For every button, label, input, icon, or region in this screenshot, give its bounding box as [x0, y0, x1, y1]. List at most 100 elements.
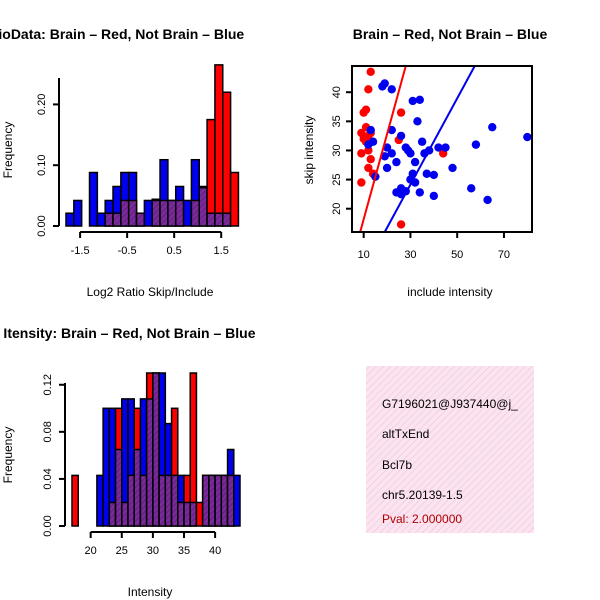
scatter-point-brain	[357, 178, 366, 187]
scatter-y-tick-label: 35	[331, 115, 343, 127]
ratio-hist-bar	[222, 91, 232, 227]
scatter-point-not-brain	[422, 169, 432, 178]
ratio-hist-overlap-bar	[167, 199, 177, 227]
intensity-hist-overlap-bar	[220, 474, 229, 527]
scatter-point-not-brain	[392, 157, 401, 167]
scatter-point-brain	[364, 146, 373, 155]
intensity-hist-overlap-bar	[170, 474, 179, 527]
info-pval: Pval: 2.000000	[382, 512, 462, 526]
scatter-point-not-brain	[396, 131, 406, 141]
ratio-hist-y-tick-label: 0.00	[36, 215, 48, 236]
intensity-hist-bar	[233, 474, 241, 527]
info-event-id: G7196021@J937440@j_	[382, 397, 518, 411]
ratio-hist-overlap-bar	[190, 199, 200, 227]
info-panel-background	[366, 366, 534, 533]
scatter-point-not-brain	[380, 152, 389, 161]
intensity-hist-overlap-bar	[189, 501, 198, 527]
intensity-hist-y-tick-label: 0.00	[42, 515, 54, 536]
ratio-hist-overlap-bar	[127, 199, 138, 227]
scatter-fit-line-not-brain	[383, 65, 476, 233]
scatter-point-not-brain	[406, 149, 415, 158]
scatter-point-not-brain	[417, 137, 427, 146]
scatter-y-tick-label: 40	[331, 86, 343, 98]
intensity-hist-bar	[195, 501, 204, 527]
scatter-y-tick-label: 20	[331, 203, 343, 215]
intensity-hist-overlap-bar	[108, 501, 117, 527]
scatter-x-tick-label: 30	[404, 249, 416, 261]
ratio-hist-y-tick-label: 0.20	[36, 94, 48, 115]
intensity-hist-bar	[96, 474, 104, 527]
scatter-point-not-brain	[415, 95, 424, 104]
ratio-hist-bar	[96, 212, 106, 227]
ratio-hist-bar	[88, 171, 99, 227]
scatter-point-not-brain	[448, 163, 457, 173]
ratio-hist-x-tick-label: -1.5	[71, 245, 90, 257]
intensity-hist-x-tick-label: 40	[209, 545, 221, 557]
ratio-hist-overlap-bar	[104, 212, 114, 227]
ratio-histogram-panel: RatioData: Brain – Red, Not Brain – Blue…	[0, 26, 244, 299]
intensity-hist-overlap-bar	[158, 474, 167, 527]
intensity-hist-overlap-bar	[177, 501, 185, 527]
intensity-hist-overlap-bar	[183, 501, 191, 527]
scatter-xlabel: include intensity	[407, 285, 492, 299]
scatter-point-not-brain	[408, 96, 417, 106]
ratio-hist-overlap-bar	[120, 199, 130, 227]
intensity-hist-bar	[71, 474, 79, 527]
intensity-hist-x-tick-label: 20	[85, 545, 97, 557]
scatter-point-not-brain	[387, 149, 396, 158]
scatter-point-brain	[364, 163, 373, 173]
scatter-point-not-brain	[387, 85, 396, 94]
intensity-hist-overlap-bar	[164, 474, 173, 527]
ratio-hist-bars	[65, 64, 240, 227]
ratio-hist-overlap-bar	[174, 199, 185, 227]
scatter-point-not-brain	[410, 157, 420, 167]
ratio-hist-overlap-bar	[151, 199, 161, 227]
intensity-hist-overlap-bar	[127, 474, 135, 527]
ratio-hist-overlap-bar	[112, 212, 122, 227]
scatter-point-not-brain	[413, 117, 422, 126]
intensity-hist-overlap-bar	[121, 501, 129, 527]
ratio-hist-bar	[206, 118, 216, 227]
ratio-hist-bar	[143, 199, 153, 227]
scatter-point-brain	[357, 149, 366, 158]
ratio-hist-xlabel: Log2 Ratio Skip/Include	[87, 285, 214, 299]
intensity-hist-bar	[102, 407, 111, 527]
scatter-point-brain	[366, 67, 375, 77]
intensity-hist-axes: 20 25 30 35 40 0.00 0.04 0.08 0.12	[42, 374, 221, 557]
scatter-panel: Brain – Red, Not Brain – Blue 10 30 50 70 20…	[302, 26, 547, 299]
scatter-x-tick-label: 50	[451, 249, 463, 261]
intensity-hist-overlap-bar	[208, 474, 216, 527]
info-location: chr5.20139-1.5	[382, 488, 463, 502]
scatter-point-not-brain	[382, 163, 392, 173]
ratio-hist-x-tick-label: -0.5	[118, 245, 137, 257]
ratio-hist-overlap-bar	[135, 212, 146, 227]
intensity-hist-y-tick-label: 0.08	[42, 421, 54, 442]
scatter-y-tick-label: 30	[331, 144, 343, 156]
scatter-point-not-brain	[429, 191, 439, 201]
ratio-hist-bar	[229, 171, 240, 227]
scatter-point-brain	[361, 105, 371, 114]
intensity-histogram-panel: Gene Itensity: Brain – Red, Not Brain – …	[0, 325, 256, 599]
scatter-point-not-brain	[467, 184, 476, 193]
scatter-frame	[351, 65, 533, 233]
ratio-hist-ylabel: Frequency	[1, 122, 15, 179]
intensity-hist-overlap-bar	[152, 372, 160, 527]
scatter-y-tick-label: 25	[331, 173, 343, 185]
intensity-hist-overlap-bar	[133, 448, 142, 527]
ratio-hist-title: RatioData: Brain – Red, Not Brain – Blue	[0, 26, 244, 42]
scatter-axes: 10 30 50 70 20 25 30 35 40	[331, 86, 510, 261]
scatter-point-not-brain	[523, 132, 532, 142]
ratio-hist-x-tick-label: 1.5	[214, 245, 229, 257]
scatter-point-not-brain	[429, 170, 439, 180]
intensity-hist-overlap-bar	[226, 474, 235, 527]
scatter-point-not-brain	[488, 122, 497, 132]
ratio-hist-bar	[182, 199, 193, 227]
scatter-point-not-brain	[378, 82, 387, 91]
ratio-hist-axes: -1.5 -0.5 0.5 1.5 0.00 0.10 0.20	[36, 78, 229, 257]
scatter-point-not-brain	[415, 188, 424, 197]
intensity-hist-x-tick-label: 35	[178, 545, 190, 557]
intensity-hist-xlabel: Intensity	[128, 585, 173, 599]
intensity-hist-x-tick-label: 25	[116, 545, 128, 557]
scatter-point-not-brain	[364, 140, 373, 149]
